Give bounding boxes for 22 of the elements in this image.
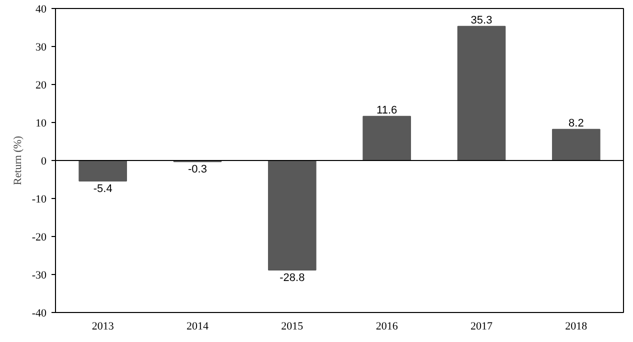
y-tick-label: 10 (36, 118, 47, 130)
y-tick-label: 30 (36, 42, 47, 54)
x-tick-label: 2017 (470, 320, 493, 332)
x-tick-label: 2013 (92, 320, 114, 332)
data-label: 11.6 (376, 104, 398, 116)
x-tick-label: 2016 (376, 320, 398, 332)
y-tick-label: -30 (32, 270, 47, 282)
y-axis-title: Return (%) (12, 136, 24, 186)
data-label: -5.4 (93, 183, 112, 196)
data-label: -0.3 (188, 164, 207, 176)
y-tick-label: 0 (41, 156, 47, 168)
data-label: -28.8 (280, 272, 305, 284)
y-tick-label: 40 (36, 4, 47, 16)
y-tick-label: -10 (32, 194, 47, 206)
y-tick-label: -40 (32, 308, 47, 320)
x-tick-label: 2015 (281, 320, 304, 332)
x-tick-label: 2014 (186, 320, 209, 332)
data-label: 35.3 (470, 14, 492, 26)
data-label: 8.2 (568, 117, 584, 130)
x-tick-label: 2018 (565, 320, 588, 332)
y-tick-label: 20 (36, 80, 47, 92)
y-tick-label: -20 (32, 232, 47, 244)
